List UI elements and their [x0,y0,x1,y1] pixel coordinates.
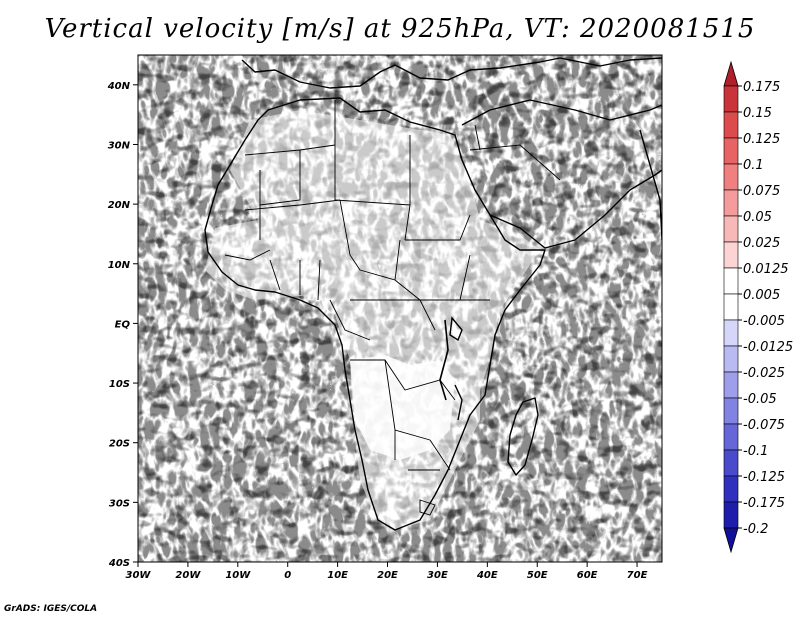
y-tick-label: 40N [107,81,131,92]
x-tick-label: 30W [126,570,152,581]
x-tick-label: 10E [327,570,348,581]
colorbar-swatch [723,215,739,243]
colorbar-swatch [723,241,739,269]
colorbar-swatch [723,501,739,529]
colorbar-label: -0.025 [743,366,785,381]
colorbar-label: 0.075 [743,184,780,199]
y-tick-label: 10S [109,379,130,390]
india-coastline [639,129,662,241]
colorbar-swatch [723,293,739,321]
colorbar-swatch [723,449,739,477]
colorbar-label: -0.125 [743,470,785,485]
colorbar-max-arrow [723,60,739,87]
colorbar-label: -0.05 [743,392,777,407]
colorbar-label: 0.05 [743,210,772,225]
y-tick-label: 30S [109,498,130,509]
velocity-field [138,55,662,562]
y-axis-ticks: 40S 30S 20S 10S EQ 10N 20N 30N 40N [107,81,138,569]
colorbar-swatch [723,189,739,217]
x-tick-label: 40E [476,570,498,581]
country-borders [224,100,561,516]
y-tick-label: EQ [115,319,131,330]
coastlines [204,57,662,531]
colorbar-swatch [723,475,739,503]
colorbar-swatch [723,345,739,373]
colorbar-swatch [723,137,739,165]
colorbar: 0.175 0.15 0.125 0.1 0.075 0.05 0.025 0.0125 0.0… [723,60,793,554]
colorbar-swatch [723,85,739,113]
plot-frame [137,54,663,563]
colorbar-swatch [723,423,739,451]
colorbar-swatch [723,397,739,425]
y-tick-label: 40S [108,558,130,569]
y-tick-label: 20N [108,200,131,211]
x-tick-label: 10W [225,570,251,581]
x-axis-ticks: 30W 20W 10W 0 10E 20E 30E 40E 50E 60E 70E [126,562,648,581]
colorbar-label: -0.2 [743,522,768,537]
y-tick-label: 30N [108,140,131,151]
colorbar-label: -0.075 [743,418,785,433]
colorbar-label: 0.0125 [743,262,789,277]
colorbar-swatch [723,163,739,191]
grads-credit: GrADS: IGES/COLA [4,604,98,614]
x-tick-label: 20W [175,570,201,581]
x-tick-label: 20E [377,570,398,581]
map-title: Vertical velocity [m/s] at 925hPa, VT: 2… [44,14,756,44]
y-tick-label: 20S [109,439,130,450]
colorbar-swatch [723,267,739,295]
colorbar-label: 0.005 [743,288,780,303]
colorbar-swatch [723,111,739,139]
colorbar-label: 0.15 [743,106,772,121]
arabia-coastline [461,99,662,249]
x-tick-label: 50E [527,570,548,581]
calm-region [350,355,455,460]
colorbar-label: 0.125 [743,132,780,147]
colorbar-swatch [723,371,739,399]
europe-coastline [241,57,662,89]
x-tick-label: 60E [577,570,598,581]
colorbar-label: -0.175 [743,496,785,511]
colorbar-label: 0.175 [743,80,780,95]
colorbar-min-arrow [723,527,739,554]
colorbar-swatch [723,319,739,347]
y-tick-label: 10N [108,260,131,271]
colorbar-label: -0.005 [743,314,785,329]
colorbar-label: 0.025 [743,236,780,251]
africa-coastline [204,97,546,531]
colorbar-label: -0.0125 [743,340,793,355]
colorbar-label: 0.1 [743,158,764,173]
x-tick-label: 30E [427,570,448,581]
colorbar-label: -0.1 [743,444,768,459]
x-tick-label: 0 [284,570,291,581]
x-tick-label: 70E [627,570,648,581]
madagascar [507,397,539,476]
